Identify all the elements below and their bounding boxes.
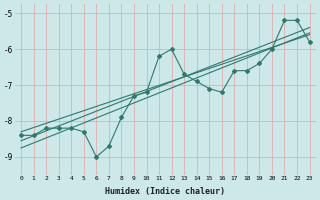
X-axis label: Humidex (Indice chaleur): Humidex (Indice chaleur) xyxy=(105,187,225,196)
